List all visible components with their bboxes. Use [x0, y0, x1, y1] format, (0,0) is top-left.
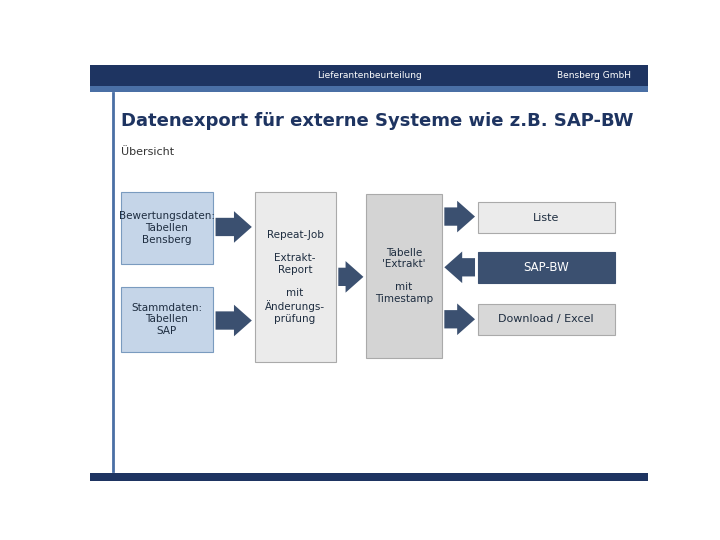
FancyBboxPatch shape — [255, 192, 336, 362]
FancyBboxPatch shape — [121, 287, 213, 352]
Text: Bewertungsdaten:
Tabellen
Bensberg: Bewertungsdaten: Tabellen Bensberg — [119, 211, 215, 245]
Text: Repeat-Job

Extrakt-
Report

mit
Änderungs-
prüfung: Repeat-Job Extrakt- Report mit Änderungs… — [265, 230, 325, 323]
Polygon shape — [338, 261, 364, 293]
Polygon shape — [444, 303, 475, 335]
FancyBboxPatch shape — [121, 192, 213, 265]
FancyBboxPatch shape — [366, 194, 441, 358]
Polygon shape — [215, 305, 252, 336]
FancyBboxPatch shape — [90, 473, 648, 481]
Polygon shape — [215, 211, 252, 243]
FancyBboxPatch shape — [90, 65, 648, 86]
Text: Lieferantenbeurteilung: Lieferantenbeurteilung — [317, 71, 421, 80]
Polygon shape — [444, 252, 475, 283]
Text: Liste: Liste — [533, 213, 559, 222]
Text: Download / Excel: Download / Excel — [498, 314, 594, 325]
Text: Tabelle
'Extrakt'

mit
Timestamp: Tabelle 'Extrakt' mit Timestamp — [375, 248, 433, 304]
FancyBboxPatch shape — [90, 86, 648, 92]
Text: Bensberg GmbH: Bensberg GmbH — [557, 71, 631, 80]
Text: SAP-BW: SAP-BW — [523, 261, 569, 274]
FancyBboxPatch shape — [478, 304, 615, 335]
Polygon shape — [444, 201, 475, 232]
FancyBboxPatch shape — [478, 202, 615, 233]
Text: Stammdaten:
Tabellen
SAP: Stammdaten: Tabellen SAP — [131, 303, 202, 336]
FancyBboxPatch shape — [478, 252, 615, 283]
Text: Datenexport für externe Systeme wie z.B. SAP-BW: Datenexport für externe Systeme wie z.B.… — [121, 112, 633, 130]
Text: Übersicht: Übersicht — [121, 147, 174, 157]
